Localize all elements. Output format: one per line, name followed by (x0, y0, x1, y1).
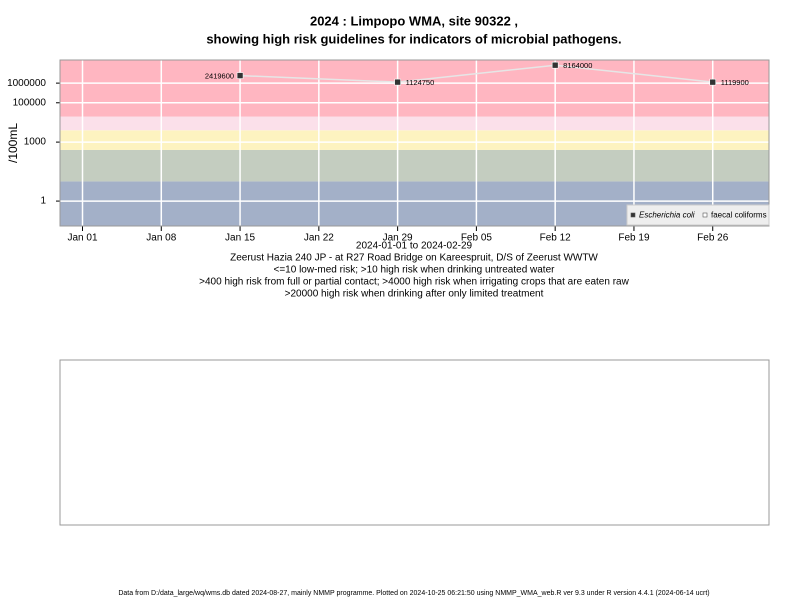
x-tick-label: Feb 26 (697, 233, 729, 244)
risk-band (60, 130, 769, 150)
series-line (240, 64, 713, 83)
legend-box (626, 204, 770, 226)
risk-band (60, 116, 769, 131)
x-tick-label: Feb 12 (540, 233, 572, 244)
y-tick-label: 1000 (24, 137, 47, 148)
x-tick-label: Feb 05 (461, 233, 493, 244)
note: Zeerust Hazia 240 JP - at R27 Road Bridg… (230, 253, 598, 264)
plot-area (60, 60, 769, 226)
x-tick-label: Jan 29 (383, 233, 413, 244)
y-axis-label: /100mL (6, 123, 20, 163)
chart-subtitle: showing high risk guidelines for indicat… (206, 31, 621, 46)
risk-band (60, 60, 769, 117)
data-point (551, 61, 559, 69)
legend-symbol (630, 212, 636, 218)
plot-frame (59, 59, 770, 227)
legend-label: faecal coliforms (711, 211, 767, 220)
data-label: 8164000 (563, 61, 592, 70)
y-tick-label: 1 (40, 196, 46, 207)
empty-panel (59, 359, 770, 526)
x-axis-label: 2024-01-01 to 2024-02-29 (356, 241, 473, 252)
data-point (394, 78, 401, 86)
x-tick-label: Jan 08 (146, 233, 176, 244)
x-tick-label: Jan 01 (67, 233, 97, 244)
data-point (709, 78, 717, 86)
risk-band (60, 149, 769, 182)
footer: Data from D:/data_large/wq/wms.db dated … (118, 590, 709, 597)
x-tick-label: Jan 22 (304, 233, 334, 244)
legend-label: Escherichia coli (639, 211, 695, 220)
data-point (236, 72, 244, 79)
note: >20000 high risk when drinking after onl… (285, 289, 544, 300)
y-tick-label: 1000000 (7, 78, 46, 89)
data-label: 2419600 (205, 72, 234, 81)
legend-symbol (702, 212, 708, 218)
x-tick-label: Feb 19 (618, 233, 650, 244)
chart-title: 2024 : Limpopo WMA, site 90322 , (310, 13, 518, 28)
x-tick-label: Jan 15 (225, 233, 255, 244)
data-label: 1124750 (406, 78, 435, 87)
note: <=10 low-med risk; >10 high risk when dr… (274, 265, 556, 276)
note: >400 high risk from full or partial cont… (199, 277, 629, 288)
y-tick-label: 100000 (13, 97, 47, 108)
data-label: 1119900 (721, 78, 749, 87)
